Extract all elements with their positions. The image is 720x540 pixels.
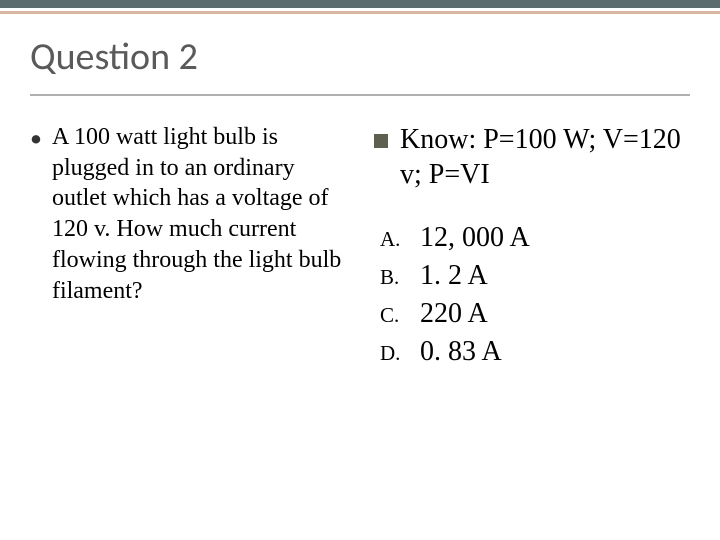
answer-row: B. 1. 2 A bbox=[380, 260, 690, 292]
right-column: Know: P=100 W; V=120 v; P=VI A. 12, 000 … bbox=[374, 122, 690, 374]
answer-label: D. bbox=[380, 341, 406, 366]
bullet-square-icon bbox=[374, 134, 388, 148]
know-text: Know: P=100 W; V=120 v; P=VI bbox=[400, 122, 690, 192]
bullet-dot-icon: • bbox=[30, 124, 42, 154]
slide: Question 2 • A 100 watt light bulb is pl… bbox=[0, 0, 720, 540]
top-accent-bar bbox=[0, 0, 720, 14]
answers-list: A. 12, 000 A B. 1. 2 A C. 220 A D. 0. 83… bbox=[374, 222, 690, 368]
left-column: • A 100 watt light bulb is plugged in to… bbox=[30, 122, 346, 374]
question-text: A 100 watt light bulb is plugged in to a… bbox=[52, 122, 346, 306]
bar-stripe-1 bbox=[0, 0, 720, 8]
answer-row: D. 0. 83 A bbox=[380, 336, 690, 368]
answer-label: A. bbox=[380, 227, 406, 252]
answer-row: C. 220 A bbox=[380, 298, 690, 330]
question-item: • A 100 watt light bulb is plugged in to… bbox=[30, 122, 346, 306]
answer-text: 0. 83 A bbox=[420, 336, 502, 368]
answer-label: B. bbox=[380, 265, 406, 290]
know-item: Know: P=100 W; V=120 v; P=VI bbox=[374, 122, 690, 192]
content-columns: • A 100 watt light bulb is plugged in to… bbox=[0, 96, 720, 374]
answer-label: C. bbox=[380, 303, 406, 328]
answer-text: 220 A bbox=[420, 298, 488, 330]
slide-title: Question 2 bbox=[30, 34, 690, 80]
answer-text: 1. 2 A bbox=[420, 260, 488, 292]
title-container: Question 2 bbox=[0, 14, 720, 86]
answer-row: A. 12, 000 A bbox=[380, 222, 690, 254]
answer-text: 12, 000 A bbox=[420, 222, 530, 254]
